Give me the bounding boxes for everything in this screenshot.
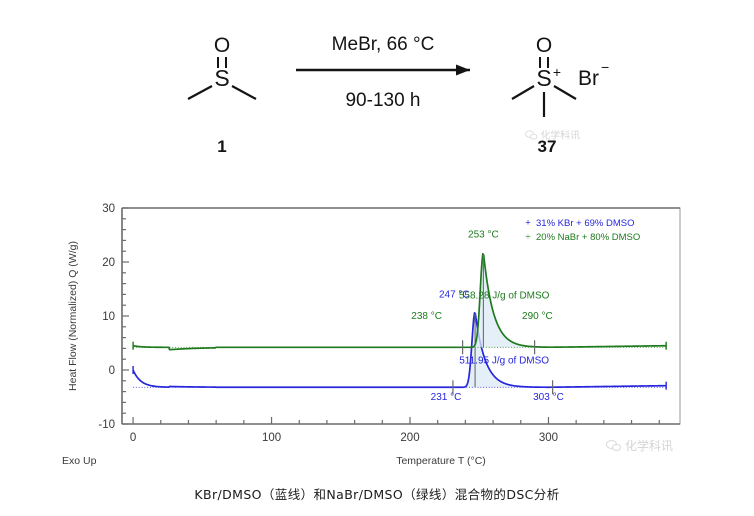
bromide-charge: − xyxy=(601,59,609,75)
legend-marker-icon: ÷ xyxy=(525,232,530,243)
atom-label-o-left: O xyxy=(214,34,230,57)
reagent-top-label: MeBr, 66 °C xyxy=(332,34,435,55)
data-curve xyxy=(132,252,666,351)
legend-marker-icon: + xyxy=(525,218,531,229)
chart-annotation: 511.95 J/g of DMSO xyxy=(459,356,549,367)
x-tick-label: 300 xyxy=(539,432,558,444)
atom-label-s-right: S xyxy=(536,65,551,91)
chart-annotation: 558.28 J/g of DMSO xyxy=(459,291,550,302)
y-tick-label: 20 xyxy=(102,257,115,269)
reactant-number: 1 xyxy=(217,137,226,156)
bromide-ion-label: Br xyxy=(578,67,599,90)
x-tick-label: 200 xyxy=(400,432,419,444)
data-curve xyxy=(132,312,666,389)
reaction-scheme: O S 1 MeBr, 66 °C 90-130 h O S + Br − 37 xyxy=(0,0,754,182)
figure-caption: KBr/DMSO（蓝线）和NaBr/DMSO（绿线）混合物的DSC分析 xyxy=(194,487,560,502)
x-tick-label: 0 xyxy=(130,432,136,444)
exo-up-note: Exo Up xyxy=(62,455,97,467)
chart-annotation: 238 °C xyxy=(411,311,442,322)
y-axis-title: Heat Flow (Normalized) Q (W/g) xyxy=(67,241,79,391)
atom-label-s-left: S xyxy=(214,65,229,91)
product-number: 37 xyxy=(538,137,557,156)
x-tick-label: 100 xyxy=(262,432,281,444)
series-kbr xyxy=(132,312,667,395)
y-tick-label: 10 xyxy=(102,311,115,323)
legend-label: 31% KBr + 69% DMSO xyxy=(536,218,634,229)
y-tick-label: -10 xyxy=(98,419,115,431)
chart-annotation: 303 °C xyxy=(533,392,564,403)
x-axis-title: Temperature T (°C) xyxy=(396,455,486,467)
series-nabr xyxy=(132,252,667,355)
reagent-bottom-label: 90-130 h xyxy=(345,90,420,111)
atom-label-o-right: O xyxy=(536,34,552,57)
legend-label: 20% NaBr + 80% DMSO xyxy=(536,232,640,243)
y-tick-label: 30 xyxy=(102,203,115,215)
y-tick-label: 0 xyxy=(109,365,115,377)
chart-annotation: 253 °C xyxy=(468,230,499,241)
dsc-chart: -10 0 10 20 30 0 100 200 300 Heat Flow (Normalize… xyxy=(60,190,700,480)
sulfonium-charge: + xyxy=(553,64,561,80)
chart-annotation: 247 °C xyxy=(439,290,470,301)
chart-annotation: 290 °C xyxy=(522,311,553,322)
chart-annotation: 231 °C xyxy=(431,392,462,403)
peak-shaded-area xyxy=(457,253,537,348)
